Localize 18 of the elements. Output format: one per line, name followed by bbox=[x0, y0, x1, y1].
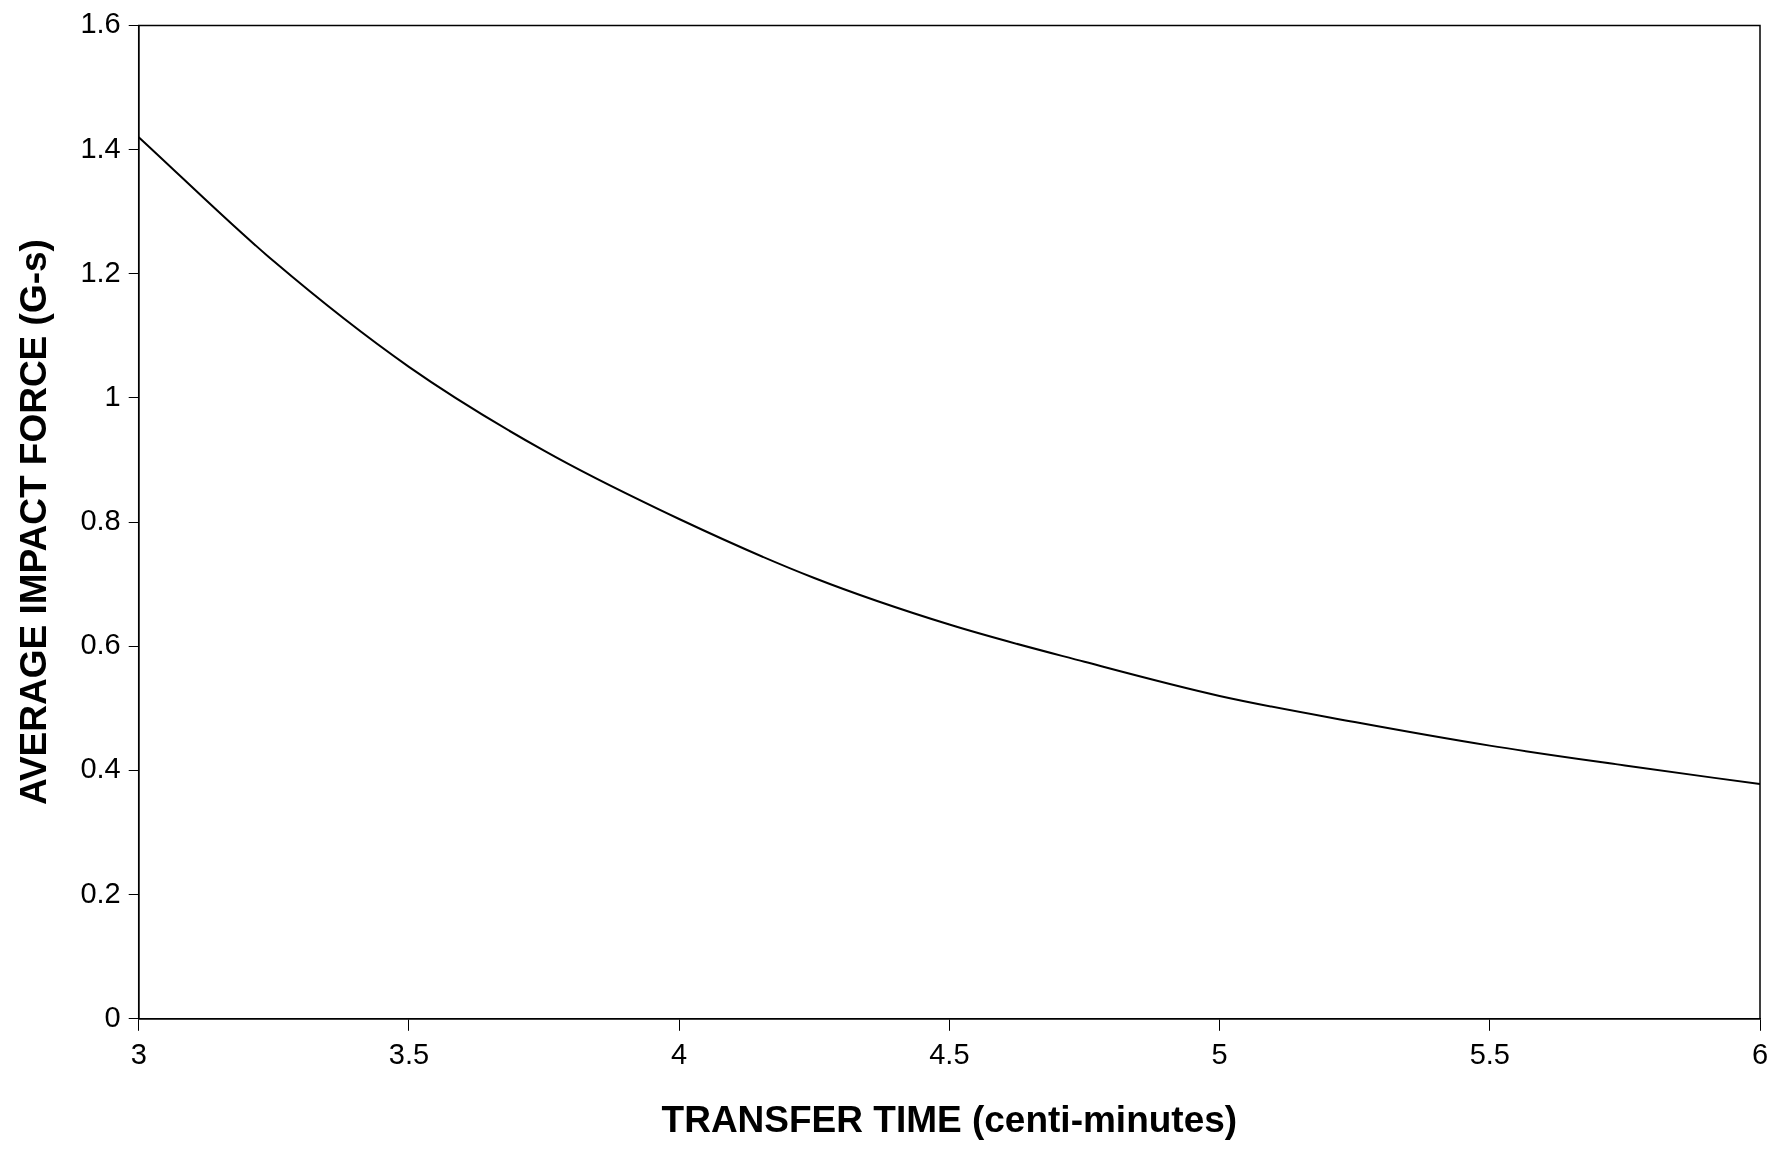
x-axis-title: TRANSFER TIME (centi-minutes) bbox=[661, 1099, 1238, 1140]
x-tick-label: 4 bbox=[671, 1038, 688, 1071]
y-tick-label: 1.6 bbox=[80, 7, 121, 40]
x-tick-label: 3 bbox=[130, 1038, 147, 1071]
x-tick-label: 6 bbox=[1751, 1038, 1769, 1071]
x-tick-label: 5.5 bbox=[1469, 1038, 1510, 1071]
y-tick-label: 0.2 bbox=[80, 876, 121, 909]
x-tick-label: 4.5 bbox=[929, 1038, 970, 1071]
y-tick-label: 0.8 bbox=[80, 504, 121, 537]
y-tick-label: 1 bbox=[104, 379, 121, 412]
y-tick-label: 1.2 bbox=[80, 255, 121, 288]
y-tick-label: 0 bbox=[104, 1000, 121, 1033]
x-tick-label: 3.5 bbox=[388, 1038, 430, 1071]
y-tick-label: 0.4 bbox=[80, 752, 121, 785]
y-tick-label: 0.6 bbox=[80, 628, 121, 661]
x-tick-label: 5 bbox=[1211, 1038, 1228, 1071]
y-tick-label: 1.4 bbox=[80, 131, 121, 164]
y-axis-title: AVERAGE IMPACT FORCE (G-s) bbox=[13, 239, 55, 806]
